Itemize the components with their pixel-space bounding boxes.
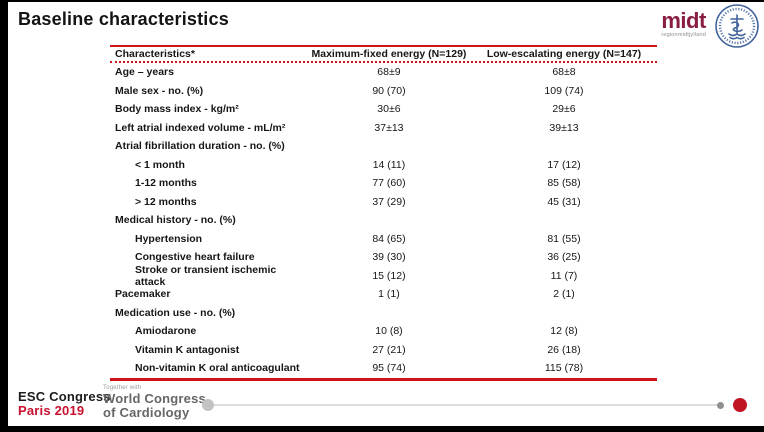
row-value-max-fixed: 10 (8) [375,325,403,338]
table-row: Non-vitamin K oral anticoagulant 95 (74)… [110,359,657,378]
row-value-low-escalating: 12 (8) [550,325,578,338]
row-value-low-escalating: 68±8 [552,66,576,79]
row-label: Pacemaker [115,288,171,301]
table-row: Congestive heart failure 39 (30) 36 (25) [110,248,657,267]
table-row: Amiodarone 10 (8) 12 (8) [110,322,657,341]
column-header-max-fixed: Maximum-fixed energy (N=129) [311,48,467,60]
table-header-row: Characteristics* Maximum-fixed energy (N… [110,45,657,63]
left-border [0,0,8,432]
row-value-low-escalating: 115 (78) [544,362,584,375]
row-label: Atrial fibrillation duration - no. (%) [115,140,285,153]
row-value-max-fixed: 95 (74) [372,362,406,375]
slider-start-dot[interactable] [202,399,214,411]
row-label: Congestive heart failure [135,251,255,264]
midt-logo-text: midt [661,8,706,33]
page-title: Baseline characteristics [18,9,229,29]
row-value-max-fixed: 39 (30) [372,251,406,264]
world-congress-logo: Together with World Congress of Cardiolo… [103,385,206,420]
row-value-low-escalating: 109 (74) [544,84,584,97]
university-hospital-seal-icon [715,4,759,48]
row-value-max-fixed: 14 (11) [372,158,406,171]
row-value-max-fixed: 1 (1) [378,288,400,301]
row-value-low-escalating: 2 (1) [553,288,575,301]
table-row: 1-12 months 77 (60) 85 (58) [110,174,657,193]
row-value-low-escalating: 11 (7) [550,269,578,282]
header-logos: midt regionmidtjylland [661,3,760,49]
table-row: Male sex - no. (%) 90 (70) 109 (74) [110,82,657,101]
row-value-max-fixed: 15 (12) [372,269,406,282]
row-value-max-fixed: 90 (70) [372,84,406,97]
row-value-low-escalating: 17 (12) [547,158,581,171]
together-with-label: Together with [103,385,142,391]
row-label: Hypertension [135,232,203,245]
row-value-max-fixed: 30±6 [377,103,401,116]
baseline-characteristics-table: Characteristics* Maximum-fixed energy (N… [110,45,657,381]
row-value-max-fixed: 37 (29) [372,195,406,208]
row-label: > 12 months [135,195,197,208]
esc-congress-line: ESC Congress [18,389,111,404]
midt-logo-subtext: regionmidtjylland [661,32,706,38]
row-value-low-escalating: 45 (31) [547,195,581,208]
row-label: Age – years [115,66,174,79]
table-row: Stroke or transient ischemic attack 15 (… [110,263,657,288]
wcc-line1: World Congress [103,391,206,406]
row-label: Non-vitamin K oral anticoagulant [135,362,300,375]
region-midtjylland-logo: midt regionmidtjylland [661,8,706,39]
table-row: Left atrial indexed volume - mL/m² 37±13… [110,119,657,138]
slider-previous-dot[interactable] [717,401,724,409]
table-body: Age – years 68±9 68±8 Male sex - no. (%)… [110,63,657,381]
row-value-low-escalating: 81 (55) [547,232,581,245]
paris-2019-line: Paris 2019 [18,403,85,418]
row-value-max-fixed: 27 (21) [372,343,406,356]
row-value-low-escalating: 39±13 [549,121,579,134]
row-label: Left atrial indexed volume - mL/m² [115,121,286,134]
row-label: Vitamin K antagonist [135,343,240,356]
esc-congress-logo: ESC Congress Paris 2019 [18,390,111,418]
row-value-max-fixed: 84 (65) [372,232,406,245]
table-row: Medication use - no. (%) [110,304,657,323]
row-value-low-escalating: 85 (58) [547,177,581,190]
row-label: Medication use - no. (%) [115,306,236,319]
row-value-max-fixed: 37±13 [374,121,404,134]
column-header-characteristics: Characteristics* [115,48,195,60]
table-row: Age – years 68±9 68±8 [110,63,657,82]
row-value-low-escalating: 36 (25) [547,251,581,264]
table-row: Vitamin K antagonist 27 (21) 26 (18) [110,341,657,360]
table-row: Medical history - no. (%) [110,211,657,230]
table-row: Pacemaker 1 (1) 2 (1) [110,285,657,304]
wcc-line2: of Cardiology [103,405,190,420]
top-border [0,0,764,2]
column-header-low-escalating: Low-escalating energy (N=147) [486,48,642,60]
table-row: > 12 months 37 (29) 45 (31) [110,193,657,212]
slider-track[interactable] [208,404,718,406]
table-row: Body mass index - kg/m² 30±6 29±6 [110,100,657,119]
slider-current-position-dot[interactable] [733,398,747,412]
row-label: Body mass index - kg/m² [115,103,239,116]
slide-progress-slider[interactable] [200,396,750,414]
row-label: Medical history - no. (%) [115,214,236,227]
row-value-low-escalating: 29±6 [552,103,576,116]
row-label: Amiodarone [135,325,197,338]
row-label: Male sex - no. (%) [115,84,204,97]
table-row: Hypertension 84 (65) 81 (55) [110,230,657,249]
table-row: Atrial fibrillation duration - no. (%) [110,137,657,156]
row-label: < 1 month [135,158,185,171]
row-value-max-fixed: 77 (60) [372,177,406,190]
row-label: Stroke or transient ischemic attack [135,263,277,288]
row-value-low-escalating: 26 (18) [547,343,581,356]
row-value-max-fixed: 68±9 [377,66,401,79]
table-row: < 1 month 14 (11) 17 (12) [110,156,657,175]
bottom-border [0,426,764,432]
row-label: 1-12 months [135,177,197,190]
